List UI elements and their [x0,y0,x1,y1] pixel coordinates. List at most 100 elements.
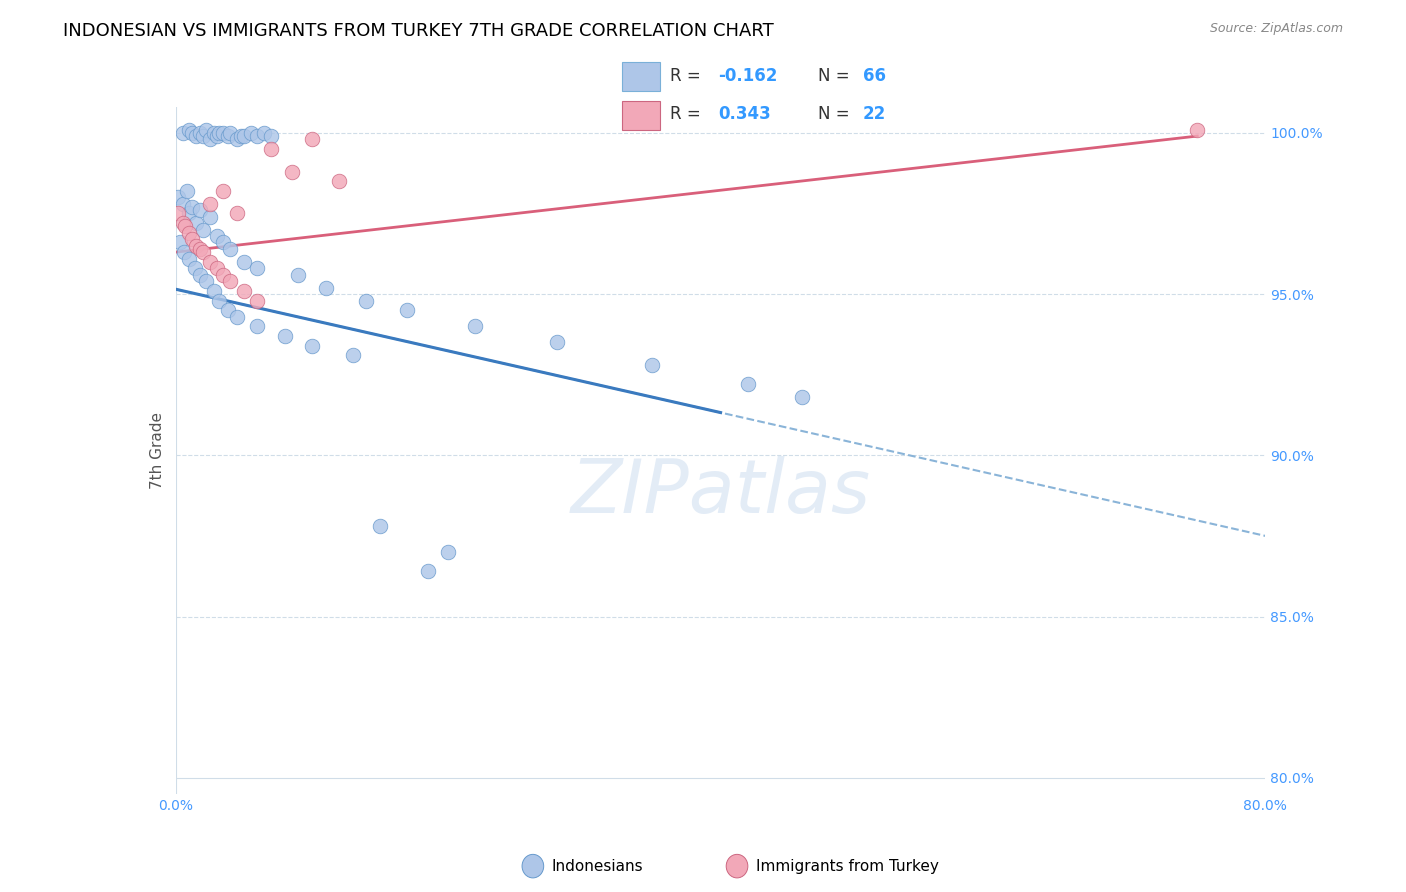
Point [226,132,249,146]
Point [181,232,204,246]
Point [737,377,759,392]
Point [396,303,419,318]
Point [186,129,208,144]
Point [274,329,297,343]
Point [205,129,228,144]
Point [198,132,221,146]
Text: Immigrants from Turkey: Immigrants from Turkey [755,859,938,873]
Point [253,126,276,140]
Point [212,126,235,140]
Point [179,122,201,136]
Point [246,293,269,308]
Point [172,126,194,140]
Point [219,126,242,140]
Point [212,235,235,250]
Point [315,280,337,294]
Text: Indonesians: Indonesians [551,859,643,873]
Point [226,310,249,324]
Point [188,126,211,140]
Point [188,203,211,218]
Point [202,126,225,140]
Point [212,184,235,198]
Point [232,284,254,298]
Point [191,245,214,260]
Point [1187,122,1209,136]
Point [231,129,253,144]
Point [205,229,228,244]
Point [212,268,235,282]
Point [232,129,254,144]
Point [301,339,323,353]
Point [356,293,378,308]
Point [198,255,221,269]
Point [172,216,194,230]
Text: R =: R = [671,105,706,123]
Point [260,129,283,144]
Point [184,261,207,276]
Point [186,238,208,252]
Point [208,293,231,308]
Point [198,210,221,224]
Point [260,142,283,156]
Point [167,190,190,204]
Text: N =: N = [818,67,855,85]
Point [226,206,249,220]
Ellipse shape [727,855,748,878]
Point [546,335,568,350]
Point [186,216,208,230]
Text: Source: ZipAtlas.com: Source: ZipAtlas.com [1209,22,1343,36]
Point [179,226,201,240]
Point [239,126,262,140]
FancyBboxPatch shape [621,101,659,130]
Point [176,184,198,198]
Text: INDONESIAN VS IMMIGRANTS FROM TURKEY 7TH GRADE CORRELATION CHART: INDONESIAN VS IMMIGRANTS FROM TURKEY 7TH… [63,22,775,40]
Point [416,565,439,579]
Point [232,255,254,269]
Point [219,274,242,288]
Point [174,219,197,234]
Ellipse shape [522,855,544,878]
Point [246,319,269,334]
Text: R =: R = [671,67,706,85]
Point [368,519,391,533]
Text: 22: 22 [863,105,886,123]
Point [172,196,194,211]
Text: 0.343: 0.343 [718,105,770,123]
Point [205,261,228,276]
Point [191,222,214,236]
Point [217,129,239,144]
Point [169,235,191,250]
Point [179,252,201,266]
Point [246,261,269,276]
Point [792,390,814,404]
Point [181,200,204,214]
Point [464,319,486,334]
Point [173,245,195,260]
Point [181,126,204,140]
Point [191,129,214,144]
Point [198,196,221,211]
Point [328,174,350,188]
Point [194,274,217,288]
Text: -0.162: -0.162 [718,67,778,85]
Point [194,122,217,136]
Text: 66: 66 [863,67,886,85]
Point [217,303,239,318]
Point [167,206,190,220]
Point [188,268,211,282]
Y-axis label: 7th Grade: 7th Grade [149,412,165,489]
Text: ZIPatlas: ZIPatlas [571,456,870,528]
Point [641,358,664,372]
Point [246,129,269,144]
Text: N =: N = [818,105,855,123]
Point [202,284,225,298]
Point [342,348,364,362]
Point [287,268,309,282]
Point [437,545,460,559]
FancyBboxPatch shape [621,62,659,91]
Point [188,242,211,256]
Point [280,164,302,178]
Point [179,206,201,220]
Point [301,132,323,146]
Point [208,126,231,140]
